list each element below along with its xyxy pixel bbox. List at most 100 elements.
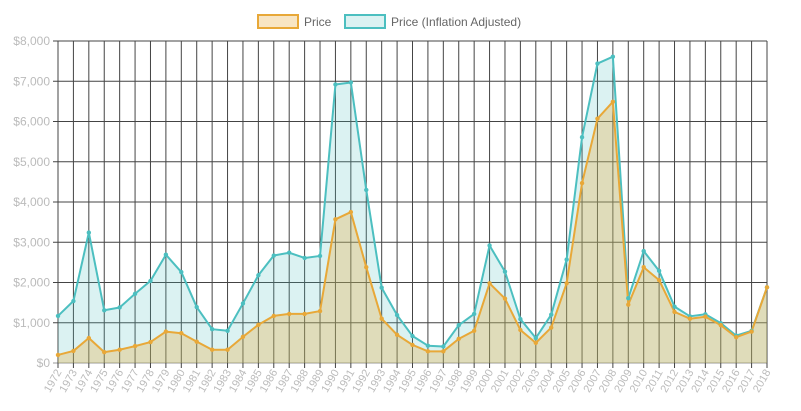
point-price[interactable] (749, 329, 754, 334)
point-price[interactable] (394, 332, 400, 338)
point-price-inflation-adjusted[interactable] (502, 269, 508, 274)
point-price-inflation-adjusted[interactable] (579, 134, 585, 140)
point-price[interactable] (333, 217, 338, 222)
point-price-inflation-adjusted[interactable] (286, 250, 292, 255)
y-tick-label: $3,000 (13, 235, 50, 249)
point-price[interactable] (610, 99, 616, 104)
point-price-inflation-adjusted[interactable] (626, 295, 631, 301)
point-price-inflation-adjusted[interactable] (348, 80, 354, 85)
point-price[interactable] (102, 349, 107, 355)
point-price[interactable] (549, 325, 554, 330)
point-price[interactable] (55, 352, 61, 358)
point-price[interactable] (733, 335, 739, 340)
point-price-inflation-adjusted[interactable] (225, 328, 230, 333)
point-price[interactable] (533, 340, 539, 346)
x-axis: 1972197319741975197619771978197919801981… (42, 367, 774, 394)
point-price[interactable] (132, 343, 138, 349)
point-price-inflation-adjusted[interactable] (425, 343, 431, 348)
legend: Price Price (Inflation Adjusted) (257, 14, 521, 29)
point-price-inflation-adjusted[interactable] (656, 268, 662, 274)
point-price-inflation-adjusted[interactable] (610, 54, 616, 59)
point-price[interactable] (256, 322, 261, 327)
point-price[interactable] (364, 265, 369, 270)
point-price-inflation-adjusted[interactable] (302, 255, 307, 261)
point-price[interactable] (410, 342, 415, 348)
point-price[interactable] (271, 313, 276, 319)
point-price-inflation-adjusted[interactable] (379, 285, 384, 290)
point-price-inflation-adjusted[interactable] (179, 269, 184, 275)
point-price[interactable] (302, 311, 307, 317)
point-price[interactable] (564, 281, 569, 286)
point-price[interactable] (764, 285, 770, 290)
point-price[interactable] (703, 314, 708, 319)
point-price-inflation-adjusted[interactable] (148, 278, 153, 284)
point-price[interactable] (225, 347, 230, 352)
legend-item-price[interactable]: Price (257, 14, 332, 29)
point-price[interactable] (487, 281, 492, 286)
point-price[interactable] (71, 348, 76, 354)
point-price-inflation-adjusted[interactable] (71, 298, 76, 304)
point-price[interactable] (672, 309, 677, 315)
point-price-inflation-adjusted[interactable] (441, 344, 446, 349)
point-price-inflation-adjusted[interactable] (132, 291, 138, 296)
point-price-inflation-adjusted[interactable] (333, 82, 338, 87)
y-tick-label: $8,000 (13, 34, 50, 48)
point-price-inflation-adjusted[interactable] (102, 308, 107, 313)
point-price-inflation-adjusted[interactable] (595, 61, 600, 66)
point-price[interactable] (348, 209, 354, 215)
point-price-inflation-adjusted[interactable] (410, 333, 415, 339)
point-price-inflation-adjusted[interactable] (317, 253, 323, 259)
point-price-inflation-adjusted[interactable] (456, 322, 461, 328)
point-price[interactable] (502, 296, 508, 301)
point-price-inflation-adjusted[interactable] (487, 243, 492, 248)
point-price[interactable] (718, 322, 723, 328)
point-price-inflation-adjusted[interactable] (163, 252, 169, 257)
point-price-inflation-adjusted[interactable] (271, 253, 276, 258)
point-price[interactable] (425, 349, 431, 354)
point-price-inflation-adjusted[interactable] (364, 187, 369, 193)
point-price[interactable] (317, 308, 323, 314)
y-tick-label: $6,000 (13, 115, 50, 129)
y-tick-label: $4,000 (13, 195, 50, 209)
point-price-inflation-adjusted[interactable] (471, 311, 477, 317)
point-price[interactable] (687, 316, 693, 321)
point-price[interactable] (471, 328, 477, 333)
point-price-inflation-adjusted[interactable] (240, 301, 246, 306)
point-price[interactable] (179, 331, 184, 336)
point-price-inflation-adjusted[interactable] (256, 273, 261, 278)
point-price-inflation-adjusted[interactable] (86, 230, 92, 235)
point-price[interactable] (441, 349, 446, 354)
area-price (58, 101, 767, 363)
point-price[interactable] (209, 347, 215, 352)
point-price-inflation-adjusted[interactable] (564, 257, 569, 262)
legend-item-price-inflation-adjusted[interactable]: Price (Inflation Adjusted) (344, 14, 521, 29)
point-price-inflation-adjusted[interactable] (209, 326, 215, 332)
point-price[interactable] (518, 327, 523, 333)
point-price[interactable] (456, 336, 461, 342)
legend-swatch (257, 14, 299, 29)
point-price-inflation-adjusted[interactable] (533, 335, 539, 341)
point-price[interactable] (656, 277, 662, 283)
point-price[interactable] (148, 339, 153, 345)
point-price[interactable] (194, 339, 199, 344)
point-price[interactable] (286, 311, 292, 317)
grid (53, 40, 768, 368)
point-price-inflation-adjusted[interactable] (55, 313, 61, 319)
point-price-inflation-adjusted[interactable] (394, 312, 400, 318)
point-price-inflation-adjusted[interactable] (641, 248, 646, 254)
point-price[interactable] (379, 316, 384, 321)
point-price[interactable] (579, 180, 585, 186)
point-price-inflation-adjusted[interactable] (549, 312, 554, 317)
point-price[interactable] (240, 334, 246, 340)
point-price-inflation-adjusted[interactable] (194, 304, 199, 310)
point-price-inflation-adjusted[interactable] (117, 305, 122, 310)
point-price[interactable] (641, 265, 646, 270)
point-price[interactable] (86, 335, 92, 341)
point-price[interactable] (117, 347, 122, 352)
point-price-inflation-adjusted[interactable] (518, 316, 523, 322)
point-price-inflation-adjusted[interactable] (672, 304, 677, 309)
point-price[interactable] (626, 302, 631, 307)
point-price[interactable] (595, 116, 600, 121)
point-price[interactable] (163, 329, 169, 334)
